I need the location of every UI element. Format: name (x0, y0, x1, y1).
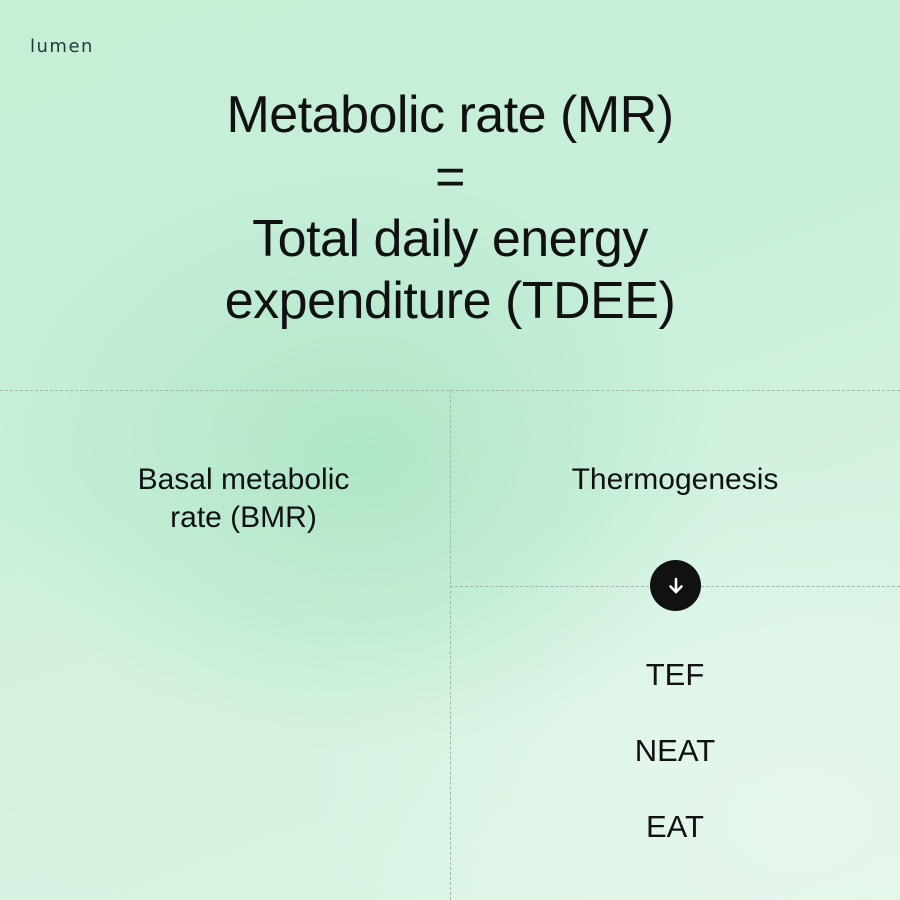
component-tef: TEF (645, 657, 705, 692)
component-neat: NEAT (634, 733, 716, 768)
headline-line-4: expenditure (TDEE) (224, 272, 676, 330)
headline-line-1: Metabolic rate (MR) (226, 86, 674, 144)
brand-logo: lumen (30, 36, 94, 57)
headline-line-3: Total daily energy (252, 210, 648, 268)
divider-vertical (450, 390, 451, 900)
headline-equals: = (435, 148, 465, 206)
bmr-label-line-1: Basal metabolic (137, 463, 350, 496)
arrow-down-icon (650, 560, 701, 611)
headline: Metabolic rate (MR) = Total daily energy… (0, 84, 900, 332)
bmr-label-line-2: rate (BMR) (170, 501, 317, 534)
thermogenesis-label: Thermogenesis (571, 463, 779, 496)
bmr-label: Basal metabolic rate (BMR) (0, 461, 487, 537)
arrow-down-glyph (668, 577, 683, 593)
component-eat: EAT (646, 809, 704, 844)
